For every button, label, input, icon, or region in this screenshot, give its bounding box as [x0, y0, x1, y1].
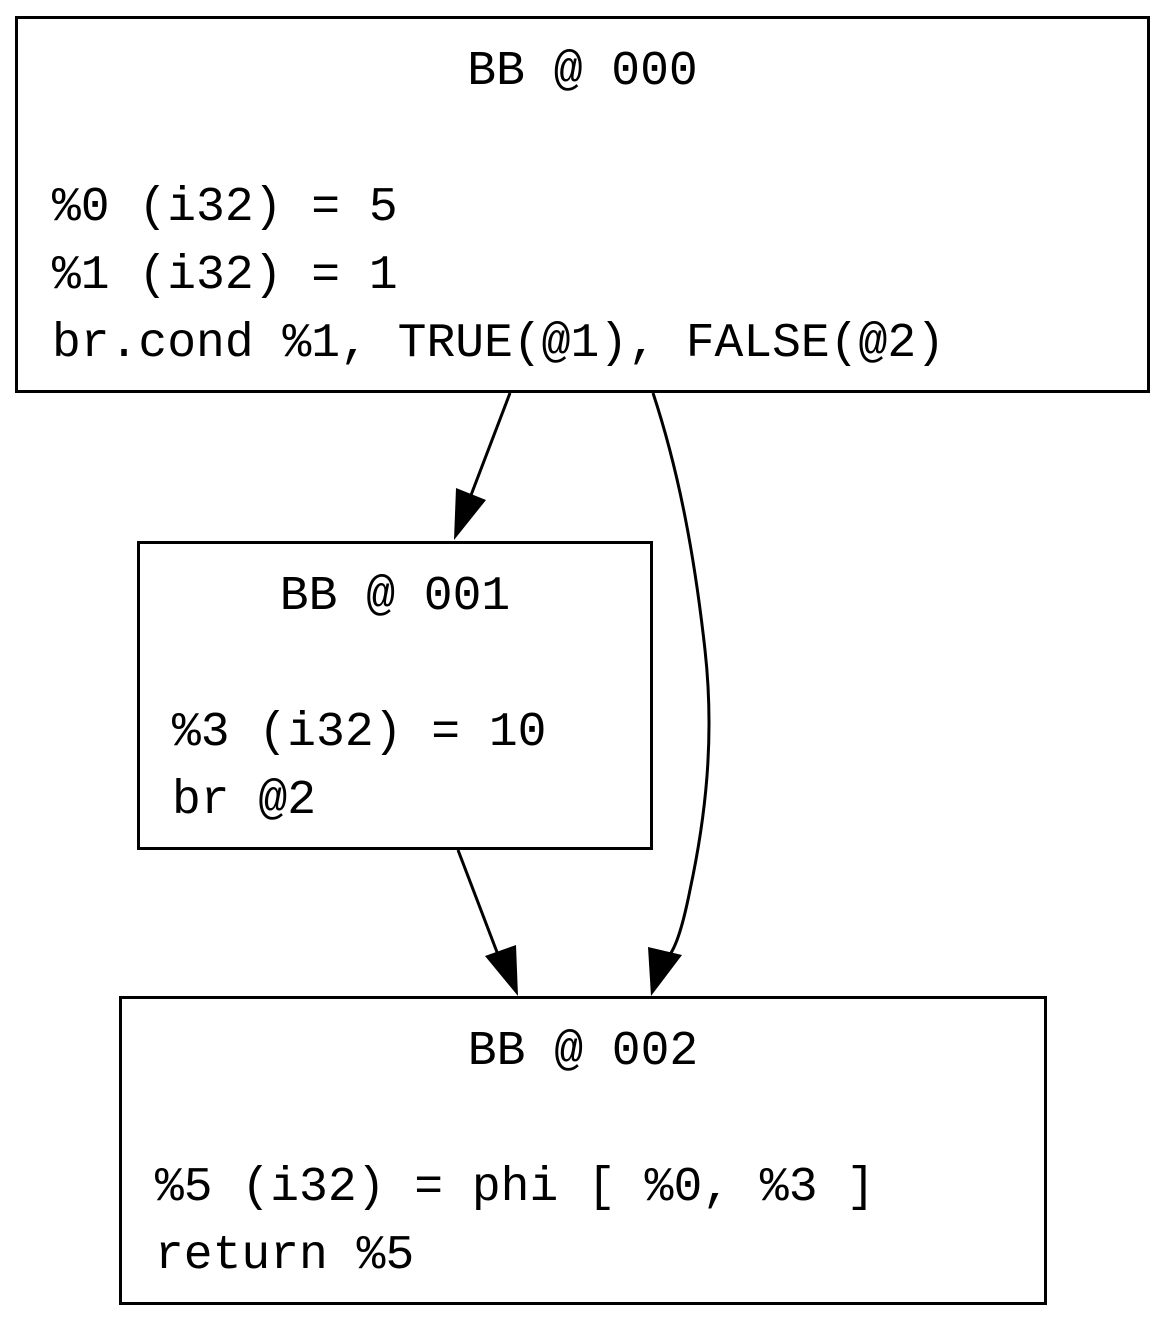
arrowhead-bb001 [454, 488, 486, 540]
arrowhead-bb002-right [648, 947, 682, 996]
block-title-001: BB @ 001 [279, 570, 511, 624]
edge-bb001-to-bb002 [456, 849, 502, 961]
instruction-line: %5 (i32) = phi [ %0, %3 ] [155, 1161, 876, 1215]
instruction-line: %0 (i32) = 5 [52, 181, 398, 235]
instruction-line: %3 (i32) = 10 [172, 706, 547, 760]
instruction-line: %1 (i32) = 1 [52, 249, 398, 303]
basic-block-002 [119, 996, 1047, 1305]
instruction-line: br @2 [172, 774, 317, 828]
instruction-line: return %5 [155, 1229, 415, 1283]
basic-block-000 [15, 16, 1150, 393]
arrowhead-bb002-left [485, 945, 518, 996]
edge-bb000-to-bb001 [466, 392, 512, 504]
block-title-000: BB @ 000 [467, 45, 698, 99]
edge-bb000-to-bb002 [651, 392, 711, 962]
basic-block-001 [137, 541, 653, 850]
instruction-line: br.cond %1, TRUE(@1), FALSE(@2) [52, 317, 945, 371]
block-title-002: BB @ 002 [467, 1025, 699, 1079]
